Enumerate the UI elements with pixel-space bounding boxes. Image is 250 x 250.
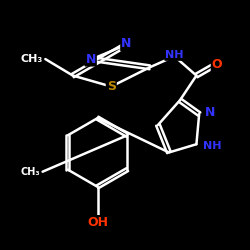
Text: N: N xyxy=(86,52,96,66)
Text: CH₃: CH₃ xyxy=(20,167,40,177)
Text: O: O xyxy=(212,58,222,71)
Text: CH₃: CH₃ xyxy=(20,54,42,64)
Text: NH: NH xyxy=(203,140,222,150)
Text: NH: NH xyxy=(165,50,184,60)
Text: OH: OH xyxy=(87,216,108,229)
Text: N: N xyxy=(121,38,132,51)
Text: N: N xyxy=(205,106,216,119)
Text: S: S xyxy=(107,80,116,93)
